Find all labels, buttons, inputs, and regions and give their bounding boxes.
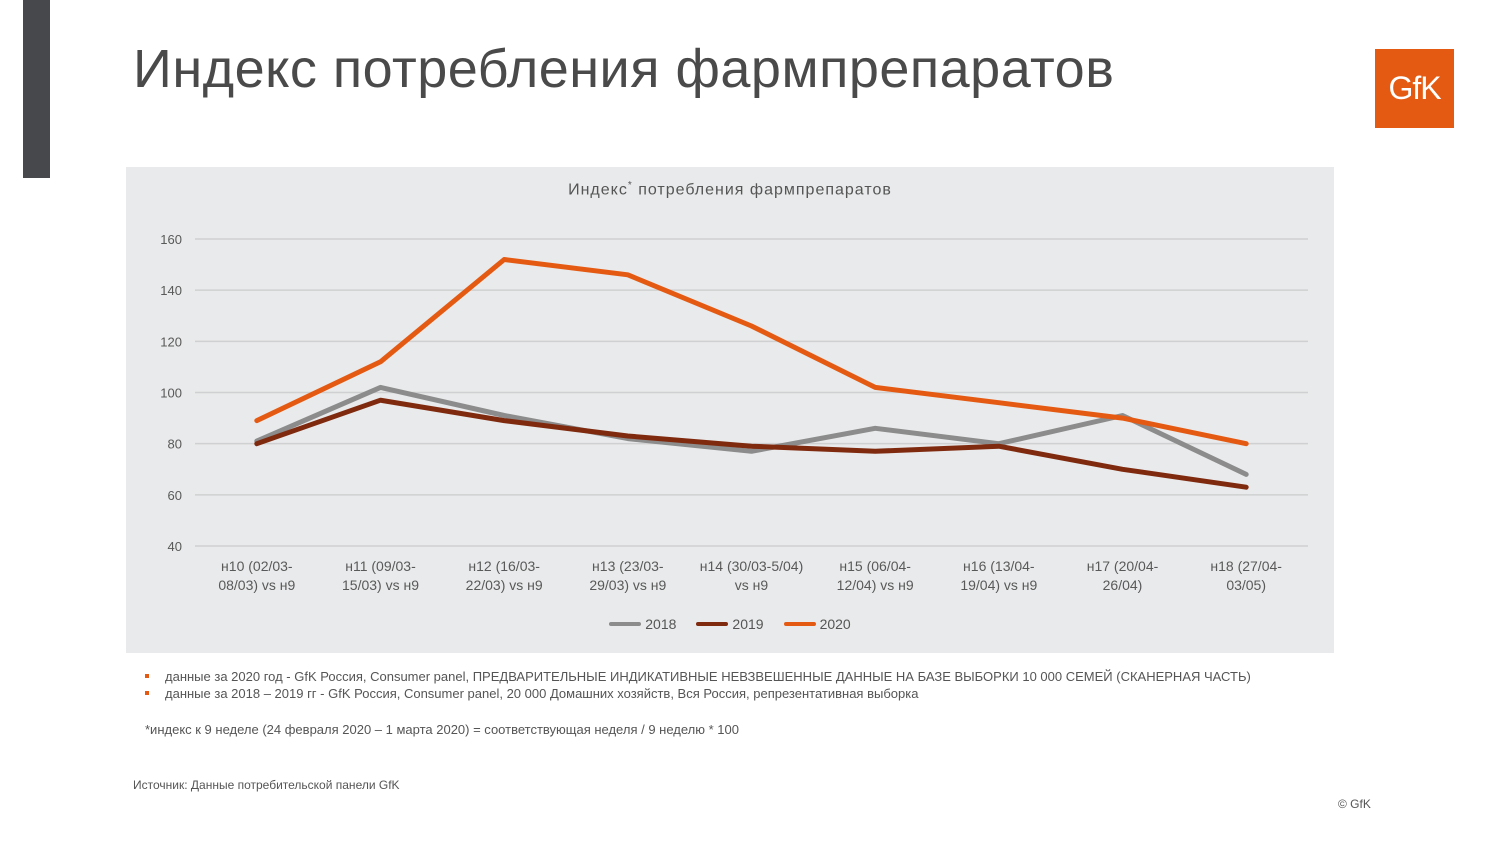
x-tick-label: н17 (20/04-: [1087, 558, 1159, 574]
x-tick-label: н14 (30/03-5/04): [700, 558, 803, 574]
x-tick-label: н15 (06/04-: [839, 558, 911, 574]
source-text: Источник: Данные потребительской панели …: [133, 778, 400, 792]
gfk-logo: GfK: [1375, 49, 1454, 128]
x-tick-label: 15/03) vs н9: [342, 577, 419, 593]
bullet-icon: [145, 674, 149, 678]
note-item: данные за 2020 год - GfK Россия, Consume…: [145, 668, 1251, 685]
chart-title-asterisk: *: [627, 180, 633, 191]
series-line-2018: [254, 384, 1249, 477]
legend-label-2018: 2018: [645, 616, 677, 632]
x-tick-label: н18 (27/04-: [1210, 558, 1282, 574]
legend-swatch-2020: [783, 622, 816, 626]
chart-title-main: Индекс: [568, 181, 628, 199]
index-footnote: *индекс к 9 неделе (24 февраля 2020 – 1 …: [145, 722, 739, 737]
y-tick-label: 100: [160, 386, 182, 401]
chart-title-rest: потребления фармпрепаратов: [632, 181, 892, 199]
line-chart: 40 60 80 100 120 140 160 н10 (02/03- 08/03) vs н…: [160, 232, 1308, 593]
x-tick-label: н11 (09/03-: [345, 558, 416, 574]
data-notes: данные за 2020 год - GfK Россия, Consume…: [145, 668, 1251, 702]
y-tick-label: 160: [160, 232, 182, 247]
legend-item-2019: 2019: [696, 616, 764, 632]
bullet-icon: [145, 691, 149, 695]
x-tick-label: 19/04) vs н9: [960, 577, 1037, 593]
legend-swatch-2019: [696, 622, 729, 626]
chart-title: Индекс* потребления фармпрепаратов: [126, 180, 1334, 199]
copyright-text: © GfK: [1338, 797, 1371, 811]
x-tick-label: 12/04) vs н9: [837, 577, 914, 593]
legend-item-2018: 2018: [609, 616, 676, 632]
note-text: данные за 2020 год - GfK Россия, Consume…: [165, 669, 1251, 684]
legend-swatch-2018: [609, 622, 642, 626]
note-text: данные за 2018 – 2019 гг - GfK Россия, C…: [165, 686, 919, 701]
legend-item-2020: 2020: [783, 616, 851, 632]
series-line-2019: [254, 397, 1249, 490]
chart-legend: 2018 2019 2020: [126, 616, 1334, 632]
legend-label-2020: 2020: [819, 616, 851, 632]
x-tick-label: 08/03) vs н9: [218, 577, 295, 593]
side-accent-bar: [23, 0, 50, 178]
series-line-2020: [254, 257, 1249, 447]
note-item: данные за 2018 – 2019 гг - GfK Россия, C…: [145, 685, 1251, 702]
y-tick-label: 120: [160, 334, 182, 349]
y-tick-label: 80: [168, 437, 182, 452]
y-tick-label: 60: [168, 488, 182, 503]
page-title: Индекс потребления фармпрепаратов: [133, 39, 1115, 99]
x-tick-label: 29/03) vs н9: [589, 577, 666, 593]
chart-panel: Индекс* потребления фармпрепаратов 40 60 8…: [126, 167, 1334, 653]
x-tick-label: 22/03) vs н9: [466, 577, 543, 593]
y-tick-label: 140: [160, 283, 182, 298]
x-tick-label: vs н9: [735, 577, 769, 593]
legend-label-2019: 2019: [732, 616, 764, 632]
y-tick-label: 40: [168, 539, 182, 554]
x-tick-label: н10 (02/03-: [221, 558, 293, 574]
x-tick-label: н13 (23/03-: [592, 558, 664, 574]
x-tick-label: 03/05): [1226, 577, 1266, 593]
x-tick-label: н16 (13/04-: [963, 558, 1035, 574]
x-tick-label: н12 (16/03-: [468, 558, 540, 574]
x-tick-label: 26/04): [1103, 577, 1143, 593]
logo-text: GfK: [1388, 70, 1441, 106]
